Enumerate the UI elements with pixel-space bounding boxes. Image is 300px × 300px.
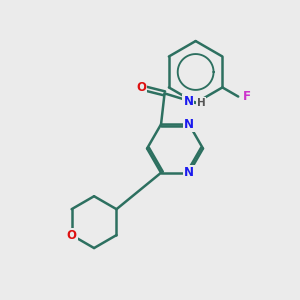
Text: N: N	[184, 166, 194, 179]
Text: O: O	[67, 229, 76, 242]
Text: N: N	[184, 118, 194, 131]
Text: O: O	[136, 81, 146, 94]
Text: H: H	[197, 98, 206, 108]
Text: N: N	[183, 94, 194, 108]
Text: F: F	[242, 90, 250, 103]
